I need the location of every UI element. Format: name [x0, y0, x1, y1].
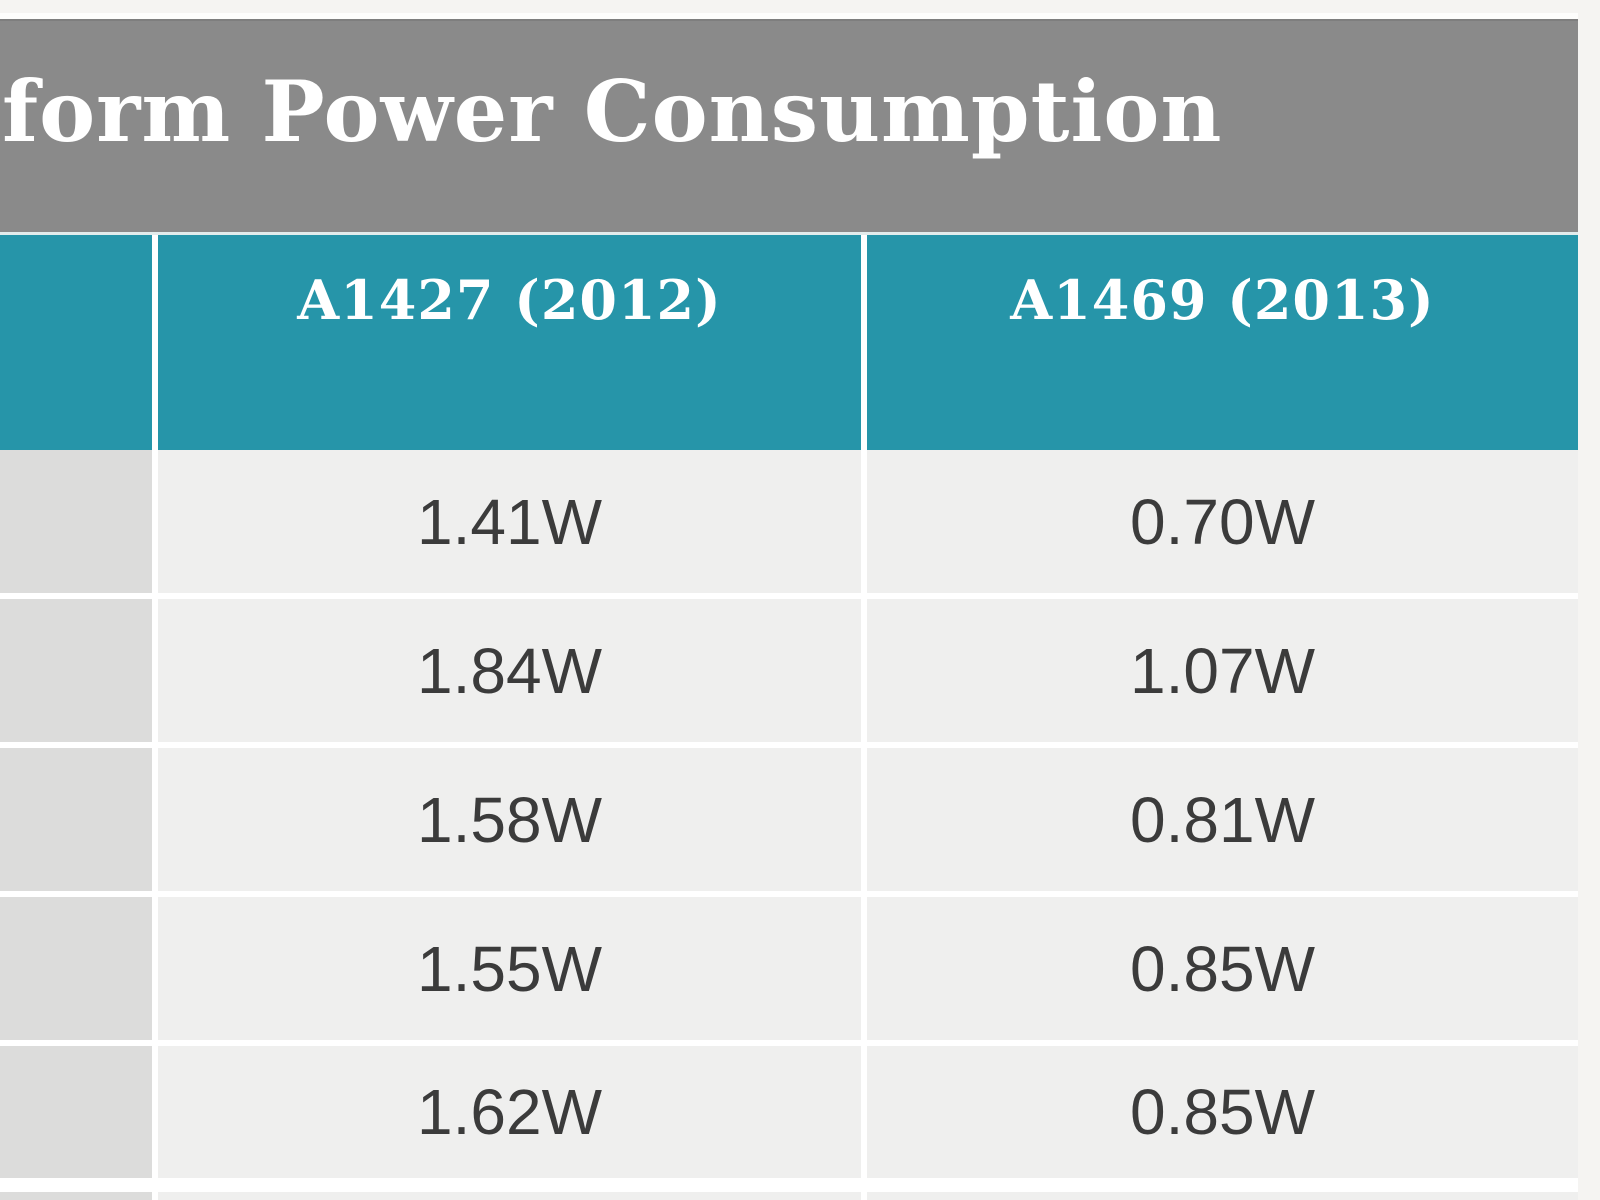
- value-cell: 1.41W: [158, 450, 861, 593]
- table-row: 1.41W 0.70W: [0, 450, 1578, 593]
- value-cell: 1.84W: [158, 599, 861, 742]
- title-header-separator: [0, 232, 1578, 235]
- value-cell: 1.07W: [867, 599, 1578, 742]
- table-row: 1.62W 0.85W: [0, 1046, 1578, 1178]
- value-cell: [867, 1192, 1578, 1200]
- column-header-a1427: A1427 (2012): [158, 235, 861, 450]
- row-header-cell: [0, 1192, 152, 1200]
- partial-row: [0, 1192, 1578, 1200]
- column-header-a1469: A1469 (2013): [867, 235, 1578, 450]
- power-consumption-table: A1427 (2012) A1469 (2013) 1.41W 0.70W 1.…: [0, 232, 1578, 1200]
- value-cell: 1.58W: [158, 748, 861, 891]
- value-cell: 1.62W: [158, 1046, 861, 1178]
- row-header-cell: [0, 748, 152, 891]
- row-header-cell: [0, 599, 152, 742]
- header-stub-cell: [0, 235, 152, 450]
- value-cell: 0.85W: [867, 1046, 1578, 1178]
- table-row: 1.55W 0.85W: [0, 897, 1578, 1040]
- table-row: 1.58W 0.81W: [0, 748, 1578, 891]
- value-cell: 0.81W: [867, 748, 1578, 891]
- table-title-bar: form Power Consumption: [0, 19, 1578, 232]
- value-cell: [158, 1192, 861, 1200]
- table-title: form Power Consumption: [2, 62, 1223, 161]
- value-cell: 1.55W: [158, 897, 861, 1040]
- value-cell: 0.85W: [867, 897, 1578, 1040]
- table-row: 1.84W 1.07W: [0, 599, 1578, 742]
- top-highlight-line: [0, 13, 1578, 19]
- row-header-cell: [0, 1046, 152, 1178]
- row-header-cell: [0, 897, 152, 1040]
- value-cell: 0.70W: [867, 450, 1578, 593]
- row-header-cell: [0, 450, 152, 593]
- table-header-row: A1427 (2012) A1469 (2013): [0, 235, 1578, 450]
